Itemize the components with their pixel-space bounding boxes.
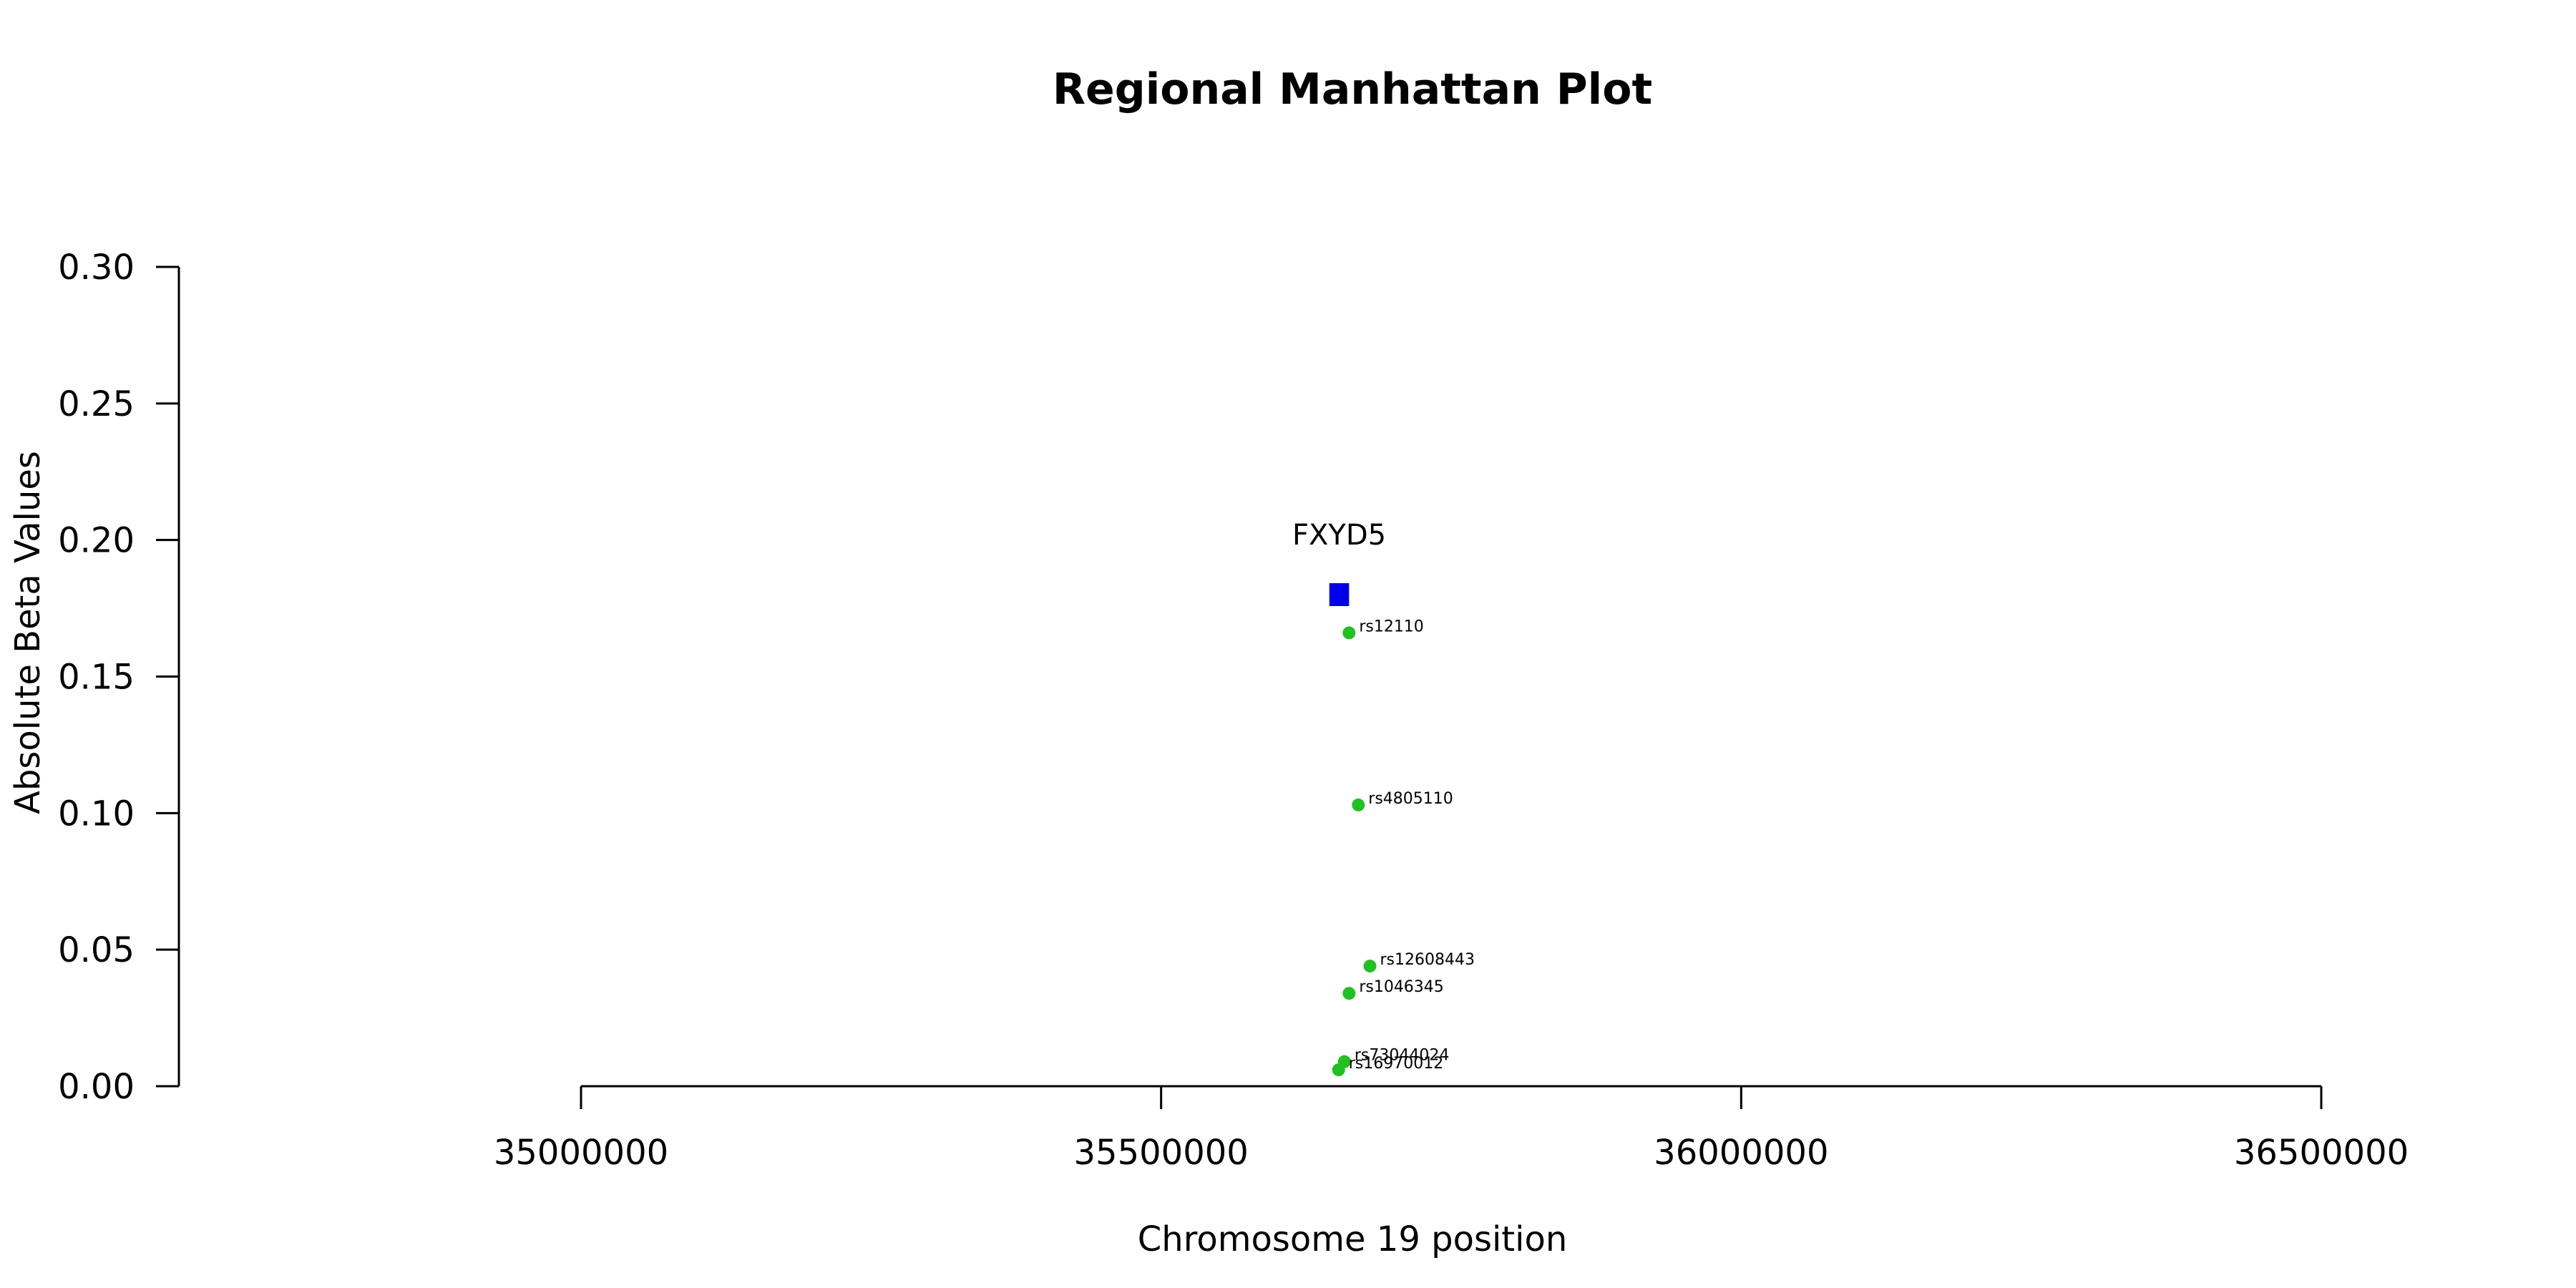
snp-point — [1342, 626, 1356, 640]
snp-label: rs16970012 — [1349, 1055, 1443, 1073]
gene-track: FXYD5 — [1292, 519, 1386, 606]
snp-label: rs4805110 — [1368, 790, 1453, 808]
chart-title: Regional Manhattan Plot — [1053, 64, 1652, 114]
snp-point — [1332, 1063, 1345, 1077]
snp-point — [1363, 960, 1377, 973]
x-tick-label: 36000000 — [1654, 1133, 1828, 1173]
snp-label: rs1046345 — [1359, 978, 1444, 996]
x-tick-label: 35000000 — [494, 1133, 668, 1173]
x-axis: 35000000 35500000 36000000 36500000 — [494, 1085, 2409, 1173]
x-axis-label: Chromosome 19 position — [1138, 1219, 1568, 1259]
snp-points: rs12110 rs4805110 rs12608443 rs1046345 rs730… — [1332, 618, 1475, 1077]
y-tick-label: 0.30 — [58, 248, 135, 288]
y-tick-label: 0.00 — [58, 1067, 135, 1107]
gene-box — [1329, 583, 1350, 606]
snp-point — [1352, 798, 1365, 811]
y-tick-label: 0.20 — [58, 521, 135, 561]
gene-label: FXYD5 — [1292, 519, 1386, 552]
x-tick-label: 35500000 — [1074, 1133, 1249, 1173]
x-tick-label: 36500000 — [2234, 1133, 2409, 1173]
snp-label: rs12608443 — [1380, 951, 1475, 969]
y-tick-label: 0.25 — [58, 384, 135, 424]
y-axis-label: Absolute Beta Values — [8, 451, 48, 814]
y-tick-label: 0.15 — [58, 658, 135, 698]
y-tick-label: 0.05 — [58, 930, 135, 970]
snp-label: rs73044024 — [1355, 1047, 1449, 1065]
y-tick-label: 0.10 — [58, 794, 135, 834]
snp-label: rs12110 — [1359, 618, 1424, 635]
y-axis: 0.00 0.05 0.10 0.15 0.20 0.25 0.30 — [58, 248, 180, 1107]
snp-point — [1342, 987, 1356, 1000]
